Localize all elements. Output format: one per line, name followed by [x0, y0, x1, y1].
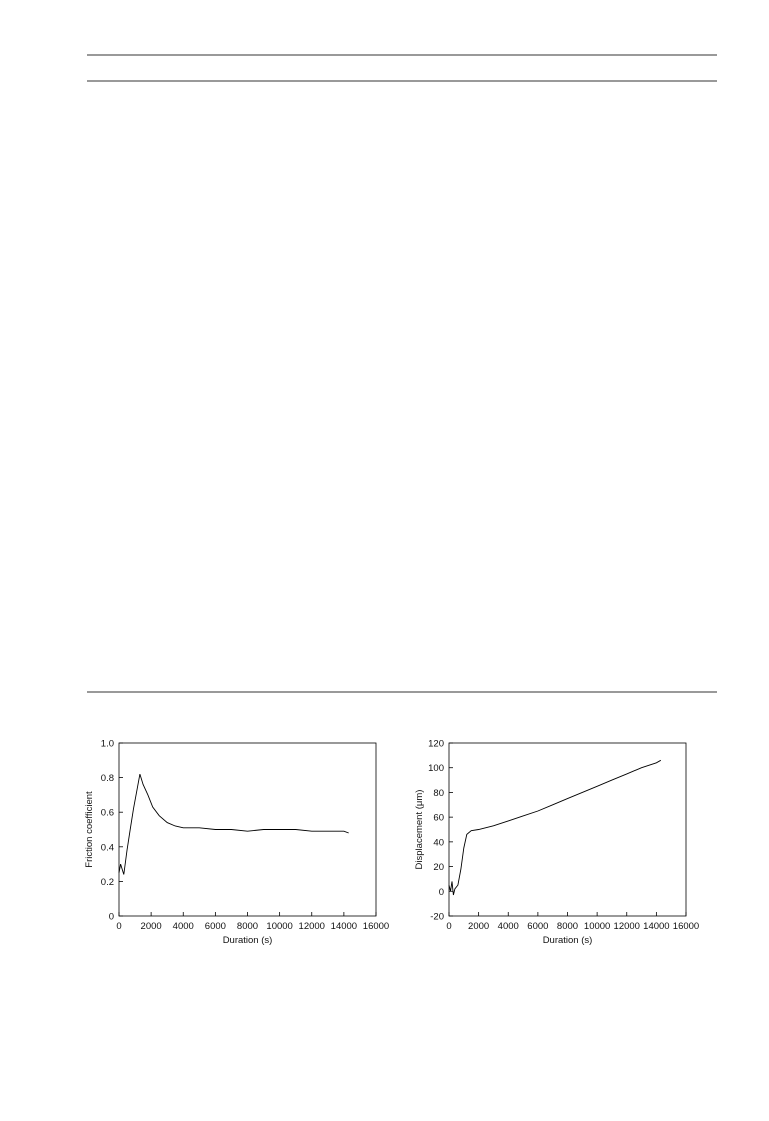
x-tick-label: 0: [446, 921, 451, 932]
y-tick-label: 60: [433, 813, 444, 824]
y-tick-label: 1.0: [101, 739, 114, 750]
x-axis-label: Duration (s): [543, 935, 593, 946]
y-tick-label: 0.2: [101, 877, 114, 888]
data-line: [118, 773, 349, 875]
x-tick-label: 10000: [584, 921, 610, 932]
x-tick-label: 2000: [468, 921, 489, 932]
y-tick-label: 120: [428, 739, 444, 750]
x-tick-label: 6000: [205, 921, 226, 932]
x-tick-label: 14000: [643, 921, 669, 932]
x-tick-label: 10000: [266, 921, 292, 932]
y-tick-label: 0: [439, 887, 444, 898]
x-tick-label: 8000: [557, 921, 578, 932]
y-tick-label: 20: [433, 862, 444, 873]
x-tick-label: 12000: [299, 921, 325, 932]
plot-frame: [448, 742, 687, 917]
data-line: [448, 759, 662, 896]
y-tick-label: 0.6: [101, 808, 114, 819]
y-axis-label: Displacement (μm): [414, 790, 425, 870]
y-tick-label: 100: [428, 763, 444, 774]
y-tick-label: 40: [433, 837, 444, 848]
x-axis-label: Duration (s): [223, 935, 273, 946]
x-tick-label: 6000: [527, 921, 548, 932]
y-tick-label: 80: [433, 788, 444, 799]
y-axis-label: Friction coefficient: [84, 791, 95, 868]
y-tick-label: 0.8: [101, 773, 114, 784]
x-tick-label: 4000: [498, 921, 519, 932]
x-tick-label: 12000: [614, 921, 640, 932]
plot-frame: [118, 742, 377, 917]
x-tick-label: 4000: [173, 921, 194, 932]
x-tick-label: 0: [116, 921, 121, 932]
x-tick-label: 8000: [237, 921, 258, 932]
y-tick-label: -20: [430, 912, 444, 923]
x-tick-label: 2000: [141, 921, 162, 932]
x-tick-label: 16000: [363, 921, 389, 932]
x-tick-label: 16000: [673, 921, 699, 932]
y-tick-label: 0.4: [101, 842, 114, 853]
x-tick-label: 14000: [331, 921, 357, 932]
y-tick-label: 0: [109, 912, 114, 923]
